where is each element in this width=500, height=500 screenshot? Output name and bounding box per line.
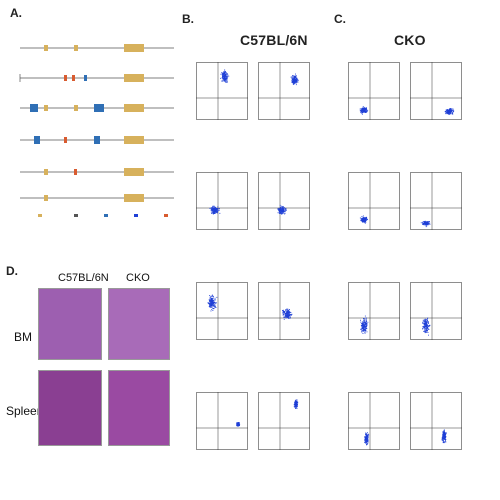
track-wildtype	[20, 44, 174, 52]
panel-a-letter: A.	[10, 6, 22, 20]
flow-plot-r3-c3	[348, 282, 400, 340]
histology-spleen-cko	[108, 370, 170, 446]
event-cloud	[290, 73, 299, 86]
flow-plot-r1-c2	[258, 62, 310, 120]
event-cloud	[282, 308, 293, 320]
flow-plot-svg	[348, 172, 400, 230]
flow-plot-svg	[348, 62, 400, 120]
plot-frame	[258, 172, 310, 230]
targeting-diagram	[14, 28, 186, 224]
legend	[38, 214, 168, 217]
event-cloud	[209, 205, 221, 215]
flow-plot-r4-c4	[410, 392, 462, 450]
flow-plot-svg	[196, 172, 248, 230]
plot-frame	[410, 172, 462, 230]
event-cloud	[277, 204, 287, 215]
flow-plot-r3-c4	[410, 282, 462, 340]
flow-plot-svg	[258, 62, 310, 120]
flow-plot-r4-c3	[348, 392, 400, 450]
plot-frame	[258, 392, 310, 450]
flow-plot-r2-c2	[258, 172, 310, 230]
flow-plot-r2-c4	[410, 172, 462, 230]
event-cloud	[236, 422, 241, 427]
track-targeted-allele	[20, 104, 174, 112]
flow-plot-r1-c1	[196, 62, 248, 120]
plot-frame	[196, 62, 248, 120]
plot-frame	[348, 392, 400, 450]
panel-c-letter: C.	[334, 12, 346, 26]
flow-plot-svg	[258, 172, 310, 230]
flow-plot-r1-c3	[348, 62, 400, 120]
flow-plot-svg	[410, 172, 462, 230]
flow-plot-r4-c2	[258, 392, 310, 450]
flow-plot-svg	[348, 282, 400, 340]
event-cloud	[359, 215, 368, 224]
event-cloud	[364, 432, 370, 446]
targeting-diagram-svg	[19, 44, 174, 217]
event-cloud	[207, 294, 218, 312]
plot-frame	[258, 62, 310, 120]
event-cloud	[420, 220, 431, 228]
flow-plot-svg	[348, 392, 400, 450]
plot-frame	[410, 392, 462, 450]
flow-plot-r4-c1	[196, 392, 248, 450]
flow-plot-svg	[196, 392, 248, 450]
event-cloud	[293, 399, 299, 409]
plot-frame	[348, 282, 400, 340]
plot-frame	[196, 282, 248, 340]
flow-plot-r2-c1	[196, 172, 248, 230]
flow-plot-svg	[258, 392, 310, 450]
event-cloud	[422, 317, 431, 336]
flow-plot-svg	[410, 282, 462, 340]
track-conditional-ko	[20, 136, 174, 144]
event-cloud	[359, 106, 369, 115]
plot-frame	[348, 62, 400, 120]
flow-plot-svg	[410, 392, 462, 450]
col-label-wt: C57BL/6N	[58, 272, 109, 284]
col-label-cko: CKO	[126, 272, 150, 284]
flow-plot-r1-c4	[410, 62, 462, 120]
plot-frame	[196, 392, 248, 450]
event-cloud	[444, 108, 455, 115]
flow-plot-svg	[196, 62, 248, 120]
track-after-flp	[20, 168, 174, 176]
flow-plot-r3-c1	[196, 282, 248, 340]
track-targeting-vector	[19, 74, 174, 82]
flow-plot-r3-c2	[258, 282, 310, 340]
row-label-spleen: Spleen	[6, 404, 44, 418]
plot-frame	[348, 172, 400, 230]
histology-spleen-wt	[38, 370, 102, 446]
panel-c-title: CKO	[394, 32, 426, 48]
flow-plot-r2-c3	[348, 172, 400, 230]
histology-bm-cko	[108, 288, 170, 360]
flow-plot-svg	[258, 282, 310, 340]
flow-plot-svg	[410, 62, 462, 120]
event-cloud	[360, 315, 369, 334]
event-cloud	[441, 429, 447, 444]
row-label-bm: BM	[14, 330, 32, 344]
event-cloud	[220, 69, 230, 83]
flow-plot-svg	[196, 282, 248, 340]
plot-frame	[196, 172, 248, 230]
track-after-cre	[20, 194, 174, 202]
panel-b-title: C57BL/6N	[240, 32, 308, 48]
plot-frame	[410, 282, 462, 340]
panel-d-letter: D.	[6, 264, 18, 278]
panel-b-letter: B.	[182, 12, 194, 26]
histology-bm-wt	[38, 288, 102, 360]
